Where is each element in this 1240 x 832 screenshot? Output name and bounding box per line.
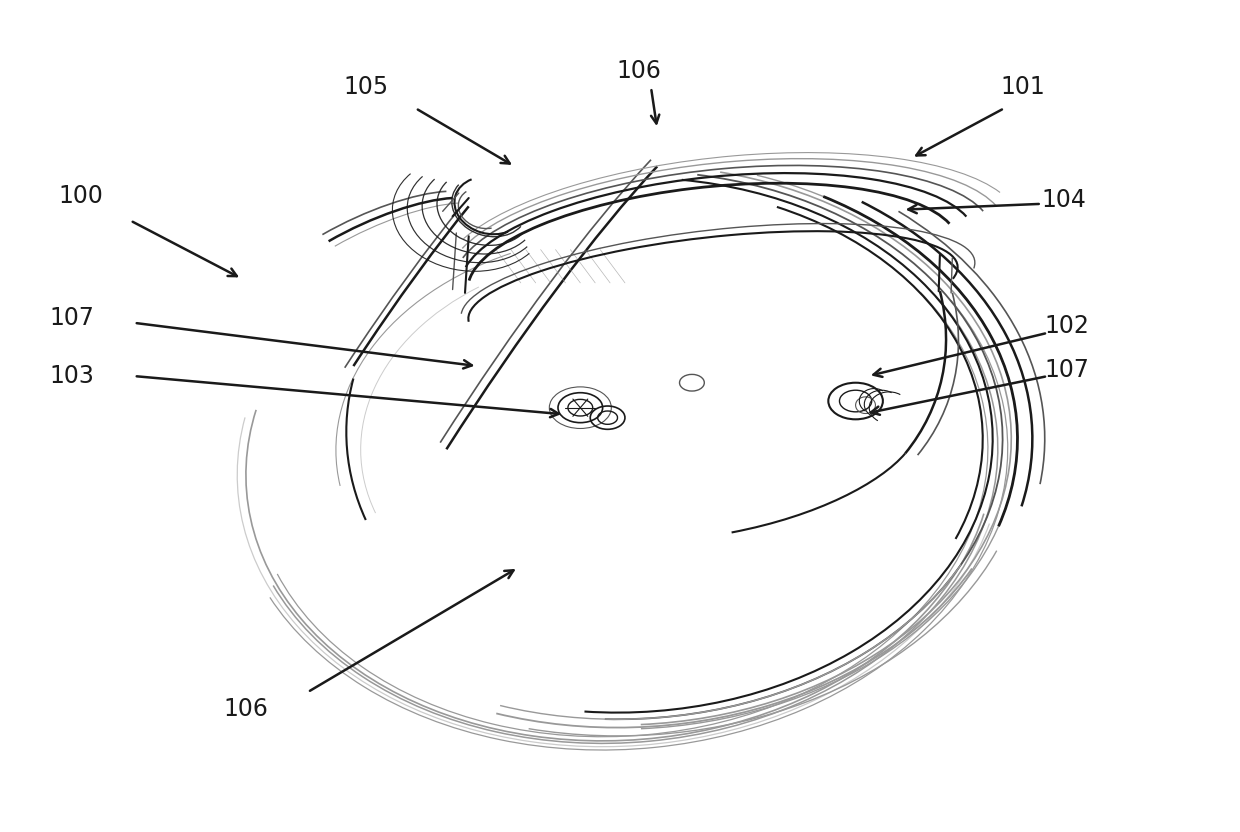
- Text: 106: 106: [223, 697, 268, 721]
- Text: 107: 107: [1044, 359, 1089, 382]
- Text: 100: 100: [58, 184, 103, 207]
- Text: 106: 106: [616, 59, 661, 82]
- Text: 101: 101: [1001, 76, 1045, 99]
- Text: 105: 105: [343, 76, 388, 99]
- Text: 104: 104: [1042, 188, 1086, 211]
- Text: 102: 102: [1044, 314, 1089, 338]
- Text: 103: 103: [50, 364, 94, 388]
- Text: 107: 107: [50, 306, 94, 329]
